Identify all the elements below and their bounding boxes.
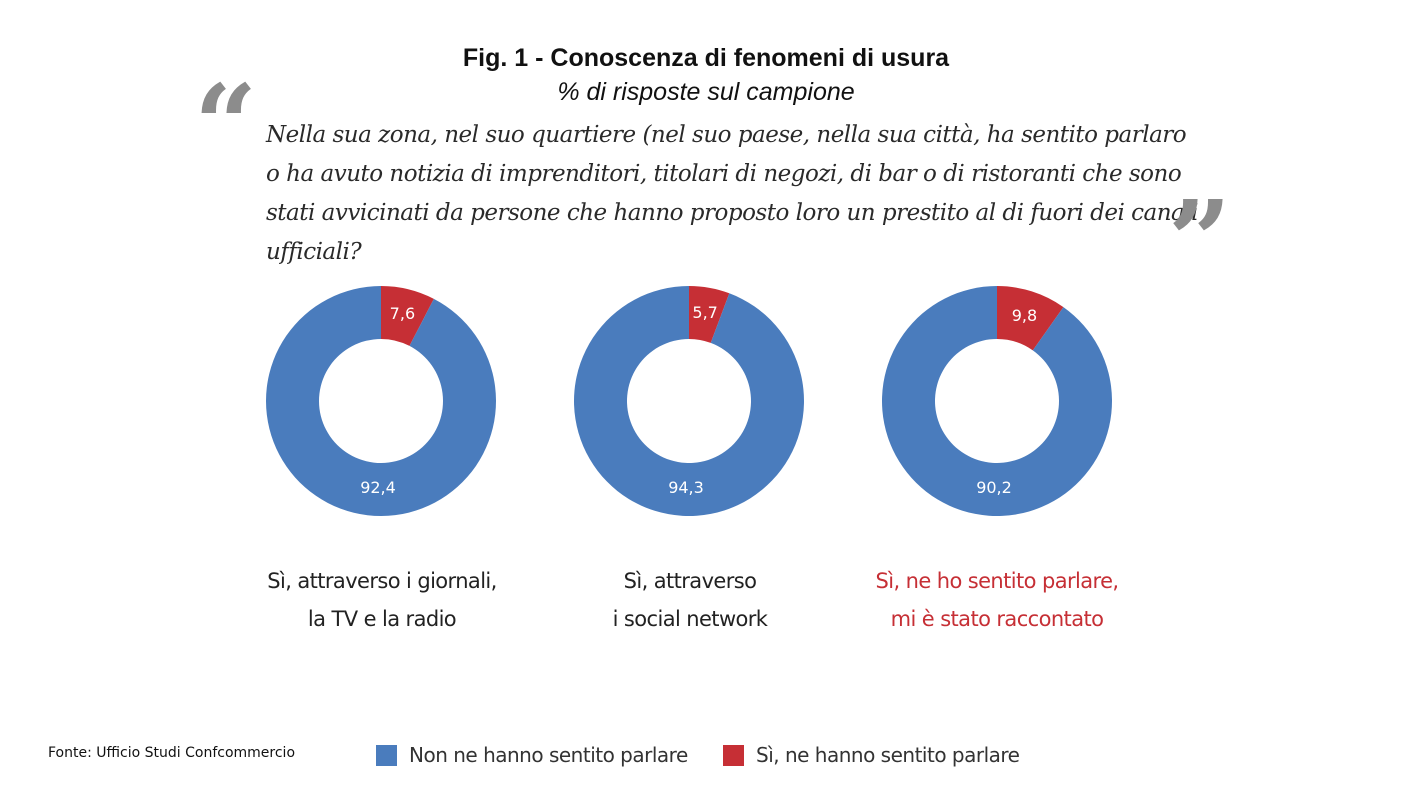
donut-2-slice-no [573,286,804,517]
caption-chart-2: Sì, attraverso i social network [530,562,850,638]
legend-item-yes: Sì, ne hanno sentito parlare [723,743,1020,767]
legend-label-no: Non ne hanno sentito parlare [409,743,688,767]
caption-chart-1-line-2: la TV e la radio [307,607,457,631]
source-note: Fonte: Ufficio Studi Confcommercio [48,745,296,761]
donut-3-slice-yes [997,286,1064,351]
donut-2-slice-yes [689,286,730,343]
donut-2-label-no: 94,3 [668,478,704,497]
caption-chart-3-line-2: mi è stato raccontato [890,607,1104,631]
caption-chart-3: Sì, ne ho sentito parlare, mi è stato ra… [837,562,1157,638]
donut-3-label-no: 90,2 [976,478,1012,497]
donut-3-slice-no [882,286,1112,516]
close-quote-icon: ” [1168,176,1232,305]
legend-swatch-yes [723,744,744,766]
caption-chart-1-line-1: Sì, attraverso i giornali, [267,569,497,593]
caption-chart-3-line-1: Sì, ne ho sentito parlare, [875,569,1120,593]
donut-2-label-yes: 5,7 [692,303,717,322]
open-quote-icon: “ [194,60,258,189]
donut-1-label-no: 92,4 [360,478,396,497]
donut-1-slice-no [265,286,496,516]
chart-subtitle: % di risposte sul campione [557,78,855,106]
donut-1-slice-yes [381,286,434,346]
legend-swatch-no [376,744,397,766]
caption-chart-1: Sì, attraverso i giornali, la TV e la ra… [222,562,542,638]
caption-chart-2-line-1: Sì, attraverso [623,569,757,593]
legend-label-yes: Sì, ne hanno sentito parlare [756,743,1020,767]
survey-question: Nella sua zona, nel suo quartiere (nel s… [266,122,1198,265]
legend-item-no: Non ne hanno sentito parlare [376,743,688,767]
donut-3-label-yes: 9,8 [1012,306,1037,325]
donut-1-label-yes: 7,6 [390,304,415,323]
caption-chart-2-line-2: i social network [612,607,768,631]
chart-title: Fig. 1 - Conoscenza di fenomeni di usura [462,44,950,72]
